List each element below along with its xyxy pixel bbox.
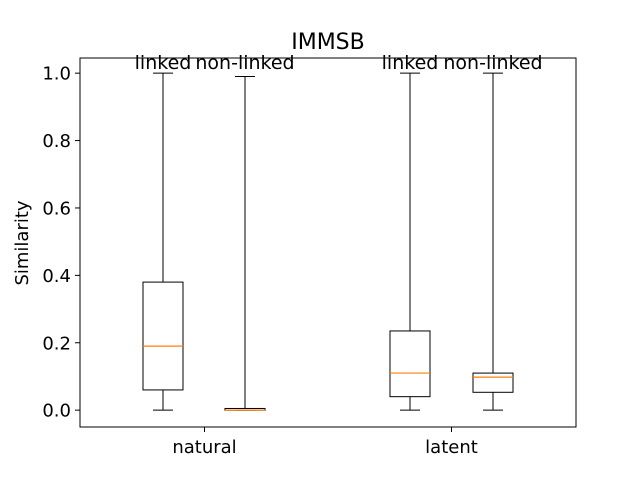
x-tick-label: natural <box>172 437 236 458</box>
chart-title: IMMSB <box>291 30 365 55</box>
y-tick-label: 1.0 <box>42 64 71 85</box>
box-natural-linked: linked <box>135 52 192 411</box>
x-axis: natural latent <box>172 427 478 458</box>
y-tick-label: 0.0 <box>42 401 71 422</box>
y-axis: 0.0 0.2 0.4 0.6 0.8 1.0 <box>42 64 80 422</box>
boxes: linked non-linked linked non-linked <box>135 52 543 411</box>
box-latent-non-linked: non-linked <box>443 52 543 411</box>
box-label: linked <box>135 52 192 74</box>
y-tick-label: 0.4 <box>42 266 71 287</box>
y-tick-label: 0.8 <box>42 131 71 152</box>
iqr-box <box>142 281 184 391</box>
y-tick-label: 0.2 <box>42 333 71 354</box>
box-latent-linked: linked <box>382 52 439 411</box>
x-tick-label: latent <box>425 437 478 458</box>
box-label: non-linked <box>195 52 294 74</box>
plot-frame <box>79 57 577 428</box>
box-natural-non-linked: non-linked <box>195 52 295 411</box>
box-label: linked <box>382 52 439 74</box>
y-tick-label: 0.6 <box>42 198 71 219</box>
iqr-box <box>389 330 431 398</box>
y-axis-label: Similarity <box>12 200 33 285</box>
iqr-box <box>472 372 514 393</box>
box-label: non-linked <box>443 52 542 74</box>
